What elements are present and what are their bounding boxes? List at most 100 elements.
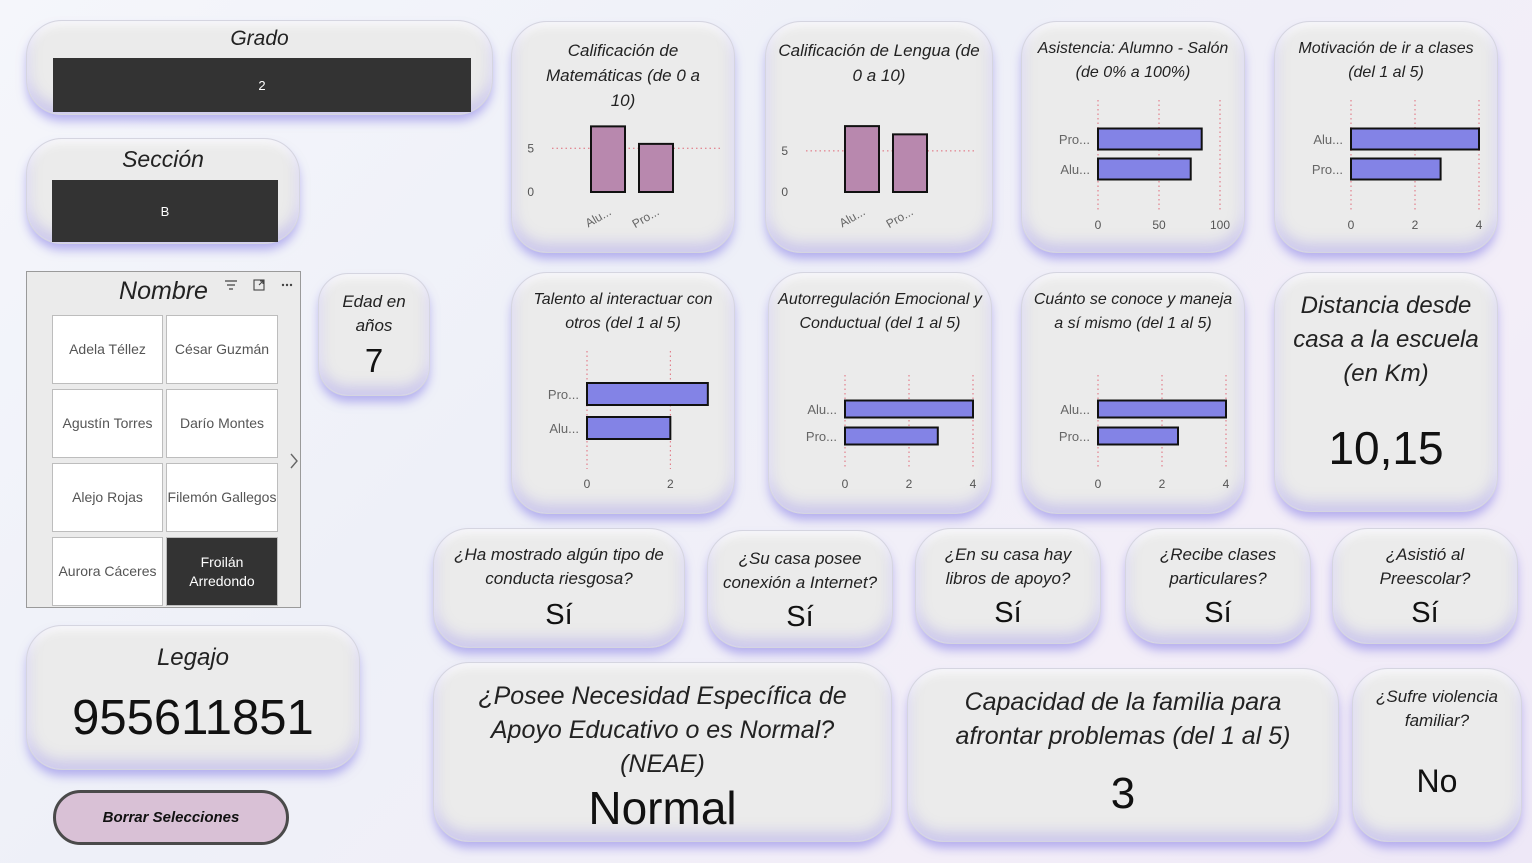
violencia-card: ¿Sufre violencia familiar? No: [1352, 668, 1522, 842]
name-tile[interactable]: Agustín Torres: [52, 389, 163, 458]
y-tick-label: 5: [527, 141, 534, 155]
chart-card-asistencia: Asistencia: Alumno - Salón (de 0% a 100%…: [1021, 21, 1245, 253]
preescolar-value: Sí: [1411, 597, 1439, 629]
x-tick-label: Pro...: [630, 204, 662, 230]
chart-title: Calificación de Matemáticas (de 0 a 10): [545, 41, 700, 110]
bar: [590, 125, 626, 193]
y-tick-label: Pro...: [1312, 162, 1343, 177]
x-tick-label: 2: [906, 477, 913, 491]
x-tick-label: 0: [1095, 218, 1102, 232]
x-tick-label: 0: [1095, 477, 1102, 491]
x-tick-label: 2: [1412, 218, 1419, 232]
more-options-icon[interactable]: [276, 274, 298, 296]
grado-slicer: Grado 2: [26, 20, 493, 115]
x-tick-label: 4: [1476, 218, 1483, 232]
name-tile[interactable]: Filemón Gallegos: [166, 463, 278, 532]
x-tick-label: 4: [970, 477, 977, 491]
y-tick-label: Alu...: [1060, 402, 1090, 417]
conducta-title: ¿Ha mostrado algún tipo de conducta ries…: [454, 545, 664, 588]
seccion-slicer: Sección B: [26, 138, 300, 244]
x-tick-label: 100: [1210, 218, 1230, 232]
neae-card: ¿Posee Necesidad Específica de Apoyo Edu…: [433, 662, 892, 842]
bar: [844, 125, 880, 193]
chart-title: Asistencia: Alumno - Salón (de 0% a 100%…: [1037, 40, 1229, 81]
focus-mode-icon[interactable]: [248, 274, 270, 296]
chevron-right-icon[interactable]: [283, 450, 305, 472]
x-tick-label: Pro...: [884, 204, 916, 230]
chart-title: Autorregulación Emocional y Conductual (…: [778, 291, 982, 332]
legajo-card: Legajo 955611851: [26, 625, 360, 770]
chart-title: Motivación de ir a clases (del 1 al 5): [1298, 40, 1474, 81]
chart-card-lengua: Calificación de Lengua (de 0 a 10) 0 5 Alu…: [765, 21, 993, 253]
legajo-value: 955611851: [72, 691, 314, 745]
particulares-title: ¿Recibe clases particulares?: [1159, 545, 1277, 588]
x-tick-label: 0: [584, 477, 591, 491]
internet-title: ¿Su casa posee conexión a Internet?: [722, 549, 878, 592]
bar: [586, 382, 709, 406]
neae-value: Normal: [588, 782, 737, 834]
y-tick-label: Alu...: [807, 402, 837, 417]
internet-card: ¿Su casa posee conexión a Internet? Sí: [707, 530, 893, 648]
preescolar-card: ¿Asistió al Preescolar? Sí: [1332, 528, 1518, 644]
x-tick-label: 0: [842, 477, 849, 491]
name-tile[interactable]: César Guzmán: [166, 315, 278, 384]
distancia-card: Distancia desde casa a la escuela (en Km…: [1274, 272, 1498, 512]
bar: [586, 416, 672, 440]
x-tick-label: 50: [1152, 218, 1166, 232]
libros-value: Sí: [994, 597, 1022, 629]
filter-icon[interactable]: [220, 274, 242, 296]
y-tick-label: Alu...: [1313, 132, 1343, 147]
internet-value: Sí: [786, 601, 814, 633]
y-tick-label: Alu...: [1060, 162, 1090, 177]
y-tick-label: 5: [781, 144, 788, 158]
y-tick-label: 0: [527, 185, 534, 199]
name-tile-selected[interactable]: Froilán Arredondo: [166, 537, 278, 606]
chart-title: Calificación de Lengua (de 0 a 10): [778, 41, 980, 85]
y-tick-label: Pro...: [1059, 132, 1090, 147]
chart-svg-mat: 0 5 Alu... Pro...: [527, 125, 722, 231]
bar: [1097, 127, 1203, 151]
chart-title: Talento al interactuar con otros (del 1 …: [533, 291, 713, 332]
libros-title: ¿En su casa hay libros de apoyo?: [944, 545, 1072, 588]
particulares-card: ¿Recibe clases particulares? Sí: [1125, 528, 1311, 644]
seccion-value-tile[interactable]: B: [52, 180, 278, 242]
grado-value-tile[interactable]: 2: [53, 58, 471, 112]
x-tick-label: 0: [1348, 218, 1355, 232]
chart-card-talento: Talento al interactuar con otros (del 1 …: [511, 272, 735, 514]
legajo-title: Legajo: [156, 644, 230, 671]
capacidad-card: Capacidad de la familia para afrontar pr…: [907, 668, 1339, 842]
libros-card: ¿En su casa hay libros de apoyo? Sí: [915, 528, 1101, 644]
seccion-title: Sección: [122, 146, 204, 172]
violencia-title: ¿Sufre violencia familiar?: [1376, 687, 1498, 730]
nombre-title: Nombre: [119, 277, 208, 305]
preescolar-title: ¿Asistió al Preescolar?: [1379, 545, 1471, 588]
chart-svg-tal: 0 2 Pro... Alu...: [548, 351, 709, 491]
name-tile[interactable]: Darío Montes: [166, 389, 278, 458]
chart-card-autorregulacion: Autorregulación Emocional y Conductual (…: [768, 272, 992, 514]
x-tick-label: 2: [1159, 477, 1166, 491]
bar: [1097, 157, 1192, 181]
name-tile[interactable]: Alejo Rojas: [52, 463, 163, 532]
name-tile[interactable]: Adela Téllez: [52, 315, 163, 384]
violencia-value: No: [1416, 763, 1458, 799]
particulares-value: Sí: [1204, 597, 1232, 629]
bar: [844, 399, 974, 419]
conducta-card: ¿Ha mostrado algún tipo de conducta ries…: [433, 528, 685, 648]
chart-svg-asi: 0 50 100 Pro... Alu...: [1059, 100, 1230, 232]
bar: [1350, 127, 1480, 151]
bar: [1097, 426, 1179, 446]
borrar-selecciones-button[interactable]: Borrar Selecciones: [53, 790, 289, 845]
x-tick-label: 2: [667, 477, 674, 491]
edad-title: Edad en años: [342, 292, 406, 335]
edad-card: Edad en años 7: [318, 273, 430, 396]
bar: [1350, 157, 1442, 181]
neae-title: ¿Posee Necesidad Específica de Apoyo Edu…: [478, 682, 847, 778]
capacidad-title: Capacidad de la familia para afrontar pr…: [955, 688, 1291, 750]
name-tile[interactable]: Aurora Cáceres: [52, 537, 163, 606]
y-tick-label: Pro...: [548, 387, 579, 402]
x-tick-label: 4: [1223, 477, 1230, 491]
bar: [638, 142, 674, 193]
chart-card-motivacion: Motivación de ir a clases (del 1 al 5) 0…: [1274, 21, 1498, 253]
grado-title: Grado: [230, 27, 289, 50]
chart-svg-con: 0 2 4 Alu... Pro...: [1059, 375, 1230, 491]
